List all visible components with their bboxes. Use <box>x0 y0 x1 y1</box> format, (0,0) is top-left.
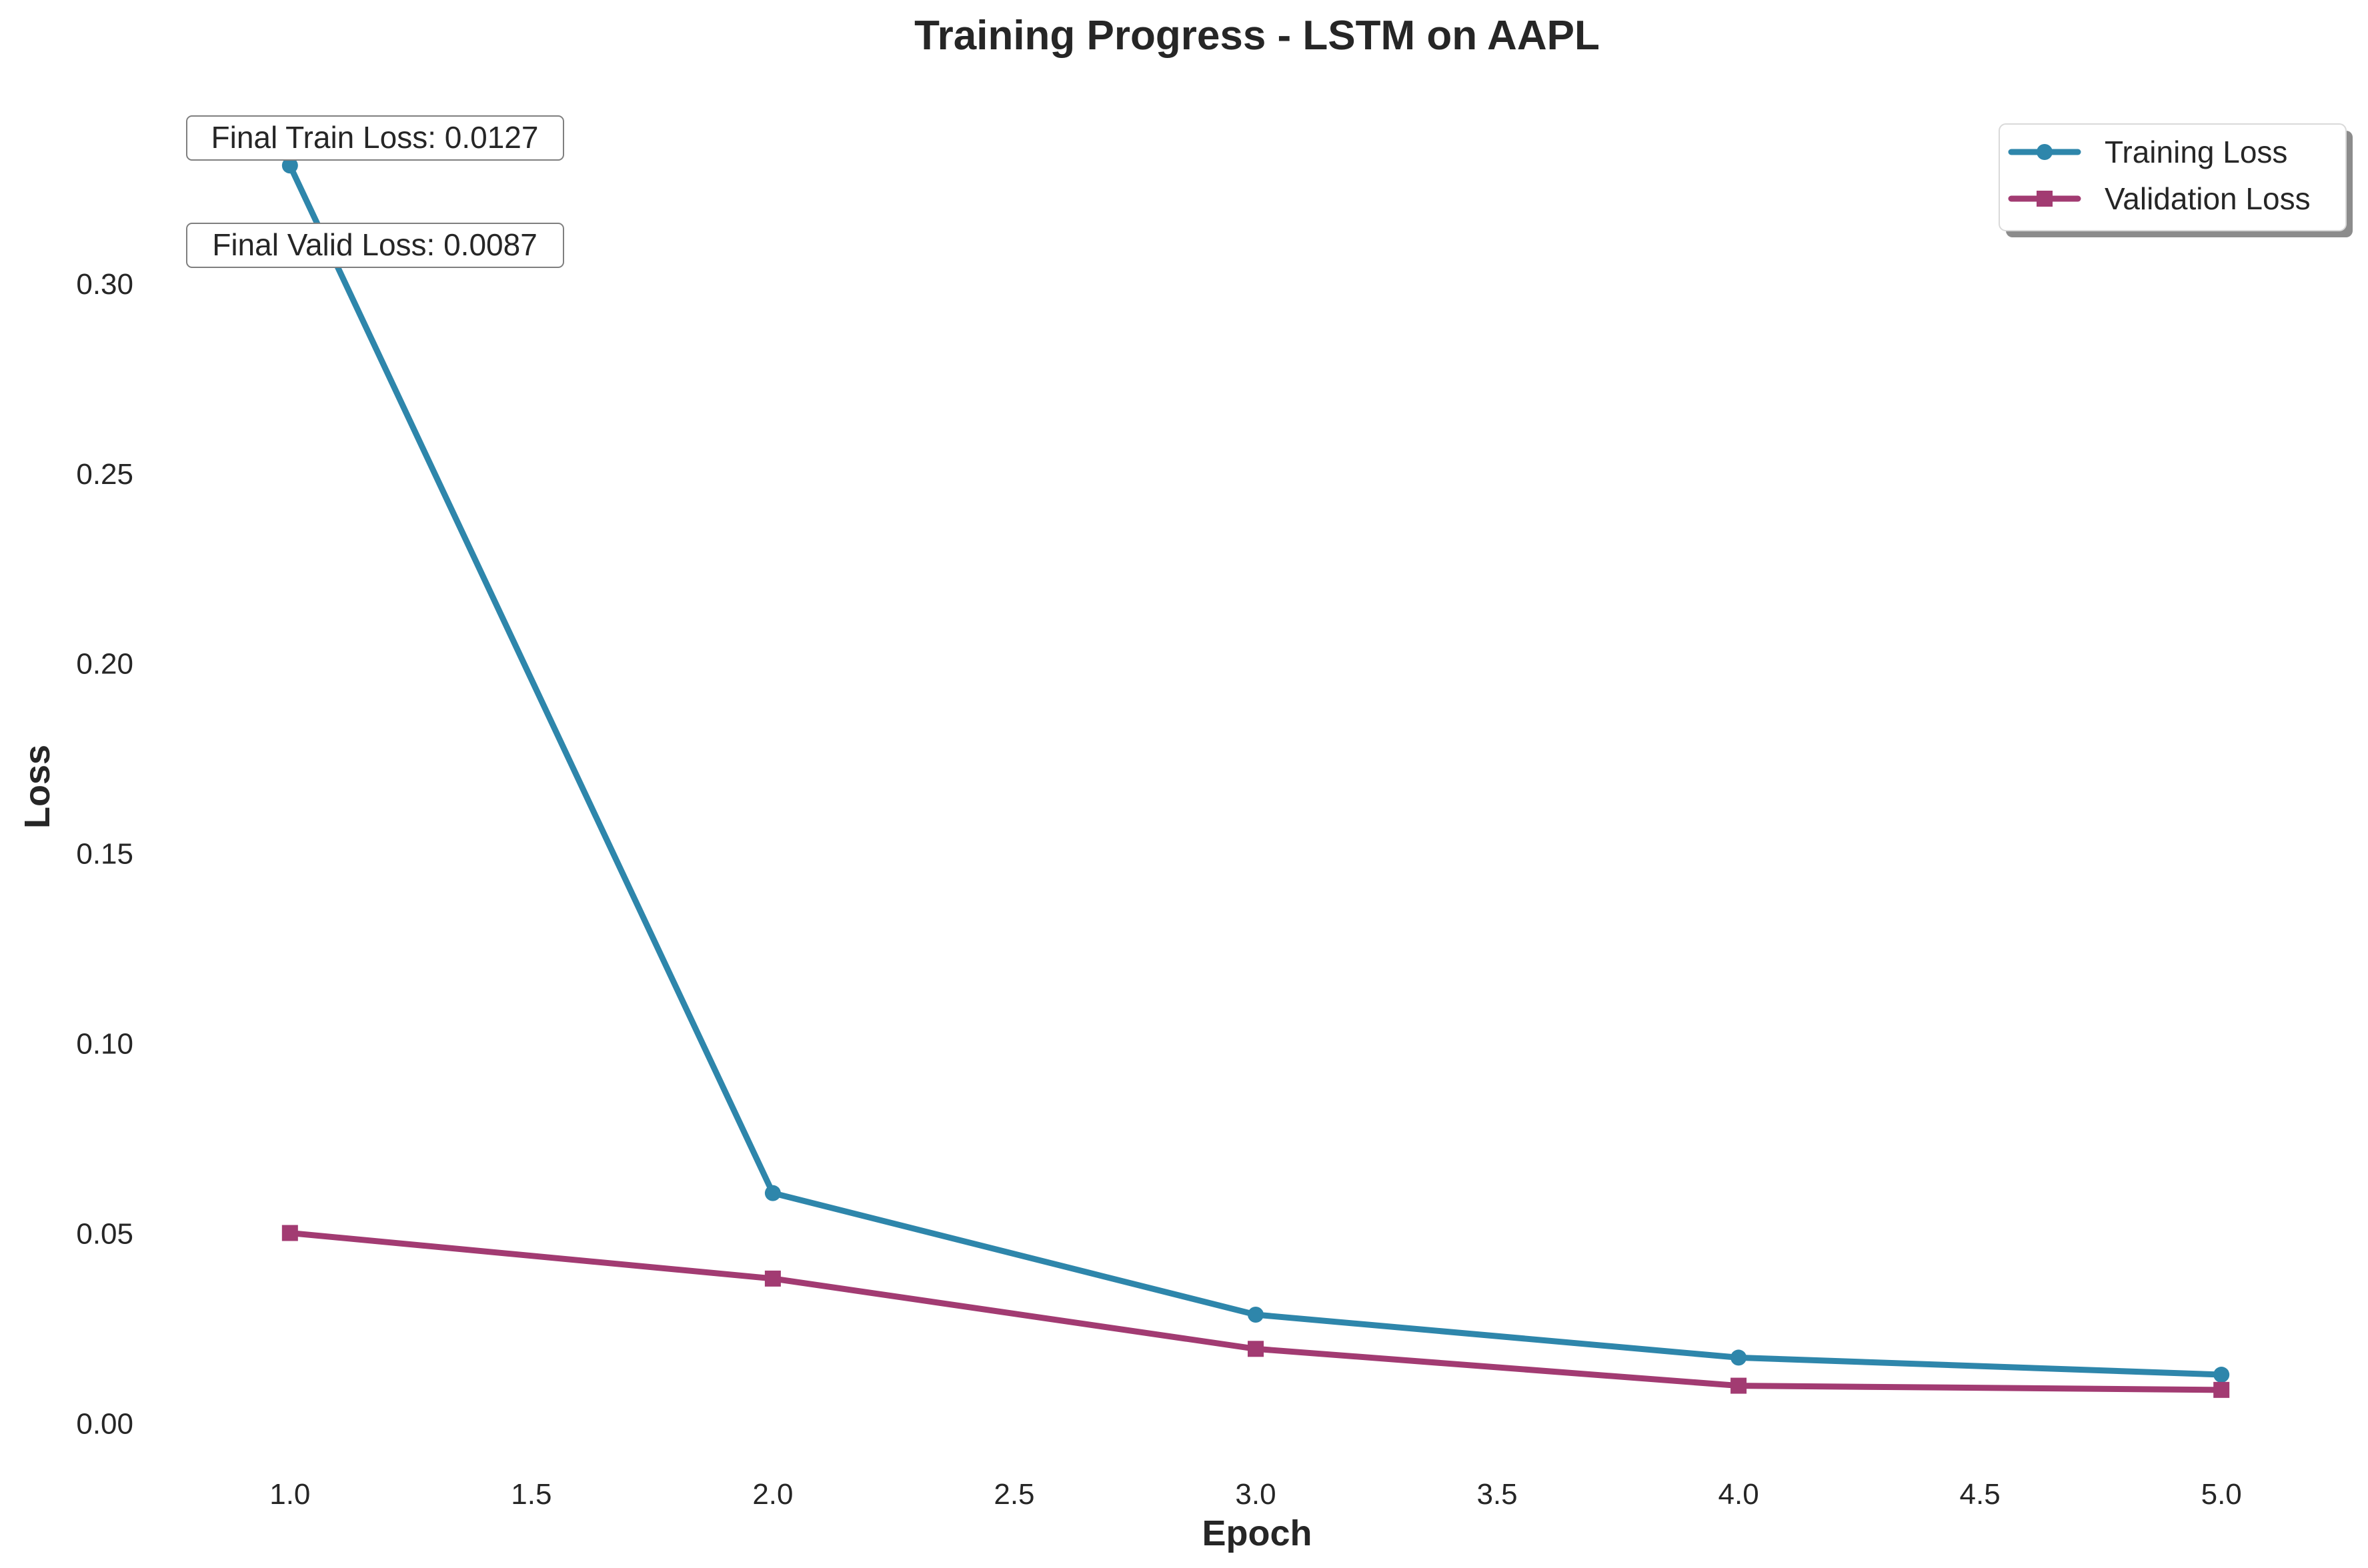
y-tick-label: 0.30 <box>76 268 133 301</box>
y-tick-label: 0.10 <box>76 1028 133 1061</box>
annotation-text: Final Valid Loss: 0.0087 <box>212 227 537 262</box>
annotation-text: Final Train Loss: 0.0127 <box>211 120 539 155</box>
training-loss-legend-label: Training Loss <box>2105 135 2287 169</box>
x-tick-label: 4.5 <box>1960 1478 2001 1511</box>
x-axis-ticks: 1.0 1.5 2.0 2.5 3.0 3.5 4.0 4.5 5.0 <box>269 1478 2242 1511</box>
y-axis-ticks: 0.00 0.05 0.10 0.15 0.20 0.25 0.30 <box>76 268 133 1440</box>
annotation-box: Final Train Loss: 0.0127 <box>186 115 564 161</box>
y-tick-label: 0.25 <box>76 458 133 491</box>
annotation-box: Final Valid Loss: 0.0087 <box>186 223 564 268</box>
x-tick-label: 1.5 <box>511 1478 551 1511</box>
x-tick-label: 3.0 <box>1235 1478 1276 1511</box>
x-tick-label: 4.0 <box>1718 1478 1759 1511</box>
validation-loss-legend-marker <box>2037 191 2053 207</box>
y-axis-label: Loss <box>17 745 57 829</box>
training-loss-point <box>2213 1367 2230 1383</box>
x-tick-label: 5.0 <box>2201 1478 2242 1511</box>
training-loss-point <box>281 157 298 174</box>
legend-frame <box>1999 123 2347 231</box>
x-tick-label: 3.5 <box>1476 1478 1517 1511</box>
validation-loss-point <box>2213 1381 2230 1398</box>
training-loss-line <box>287 162 2225 1378</box>
validation-loss-point <box>1248 1341 1264 1357</box>
annotation-frame <box>186 223 564 268</box>
x-tick-label: 2.5 <box>994 1478 1034 1511</box>
validation-loss-point <box>1730 1377 1747 1394</box>
x-tick-label: 2.0 <box>752 1478 793 1511</box>
y-tick-label: 0.15 <box>76 838 133 871</box>
validation-loss-point <box>281 1225 298 1241</box>
chart-title: Training Progress - LSTM on AAPL <box>914 13 1600 59</box>
x-axis-label: Epoch <box>1202 1513 1312 1553</box>
plot-area <box>281 157 2230 1398</box>
x-tick-label: 1.0 <box>269 1478 310 1511</box>
validation-loss-point <box>764 1270 781 1287</box>
annotation-frame <box>186 115 564 161</box>
validation-loss-legend-label: Validation Loss <box>2105 181 2311 216</box>
training-loss-legend-marker <box>2037 144 2053 160</box>
legend: Training Loss Validation Loss <box>1999 123 2353 237</box>
training-loss-point <box>1730 1349 1747 1366</box>
y-tick-label: 0.20 <box>76 648 133 681</box>
annotations: Final Train Loss: 0.0127 Final Valid Loss… <box>186 115 564 268</box>
training-loss-point <box>1248 1307 1264 1323</box>
training-loss-point <box>764 1185 781 1201</box>
y-tick-label: 0.05 <box>76 1217 133 1250</box>
y-tick-label: 0.00 <box>76 1407 133 1440</box>
